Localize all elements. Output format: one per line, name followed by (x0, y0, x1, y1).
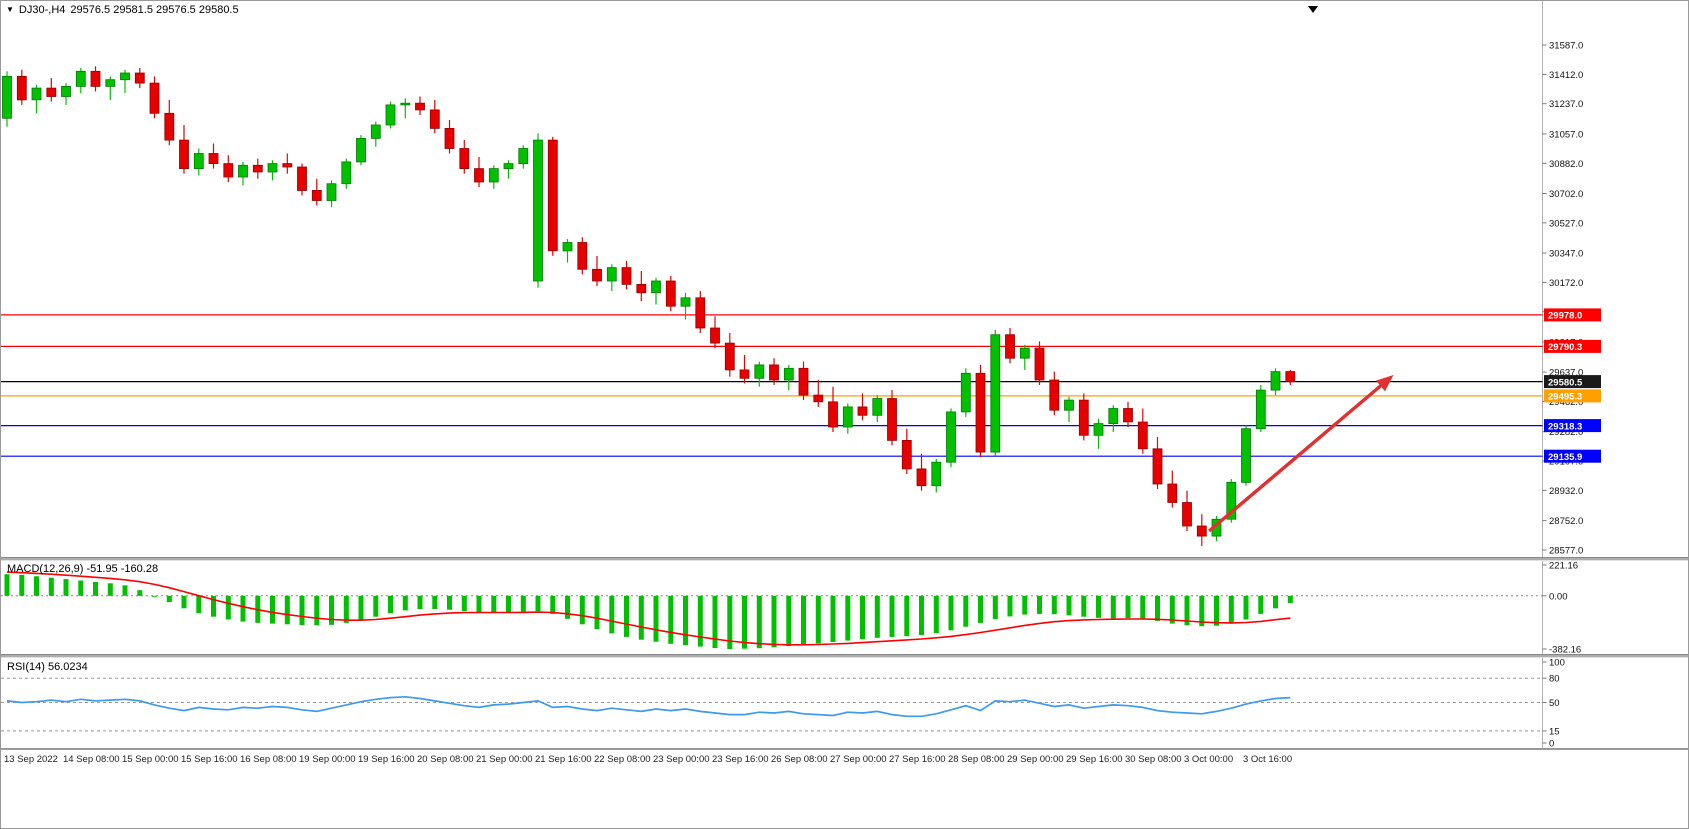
panel-divider-macd[interactable] (1, 557, 1688, 561)
svg-text:30347.0: 30347.0 (1549, 249, 1583, 260)
svg-text:21 Sep 16:00: 21 Sep 16:00 (535, 754, 592, 765)
svg-text:22 Sep 08:00: 22 Sep 08:00 (594, 754, 651, 765)
svg-text:30527.0: 30527.0 (1549, 218, 1583, 229)
trend-arrow[interactable] (1208, 375, 1394, 533)
svg-text:30 Sep 08:00: 30 Sep 08:00 (1125, 754, 1182, 765)
svg-text:29 Sep 00:00: 29 Sep 00:00 (1007, 754, 1064, 765)
svg-text:13 Sep 2022: 13 Sep 2022 (4, 754, 58, 765)
svg-text:50: 50 (1549, 698, 1560, 709)
price-line-labels: 29978.0 29790.3 29580.5 29495.3 29318.3 29135… (1544, 308, 1601, 463)
svg-text:29580.5: 29580.5 (1548, 377, 1583, 388)
svg-text:30172.0: 30172.0 (1549, 278, 1583, 289)
svg-text:31412.0: 31412.0 (1549, 70, 1583, 81)
rsi-axis-labels: 100 80 50 15 0 (1542, 658, 1565, 750)
svg-text:19 Sep 16:00: 19 Sep 16:00 (358, 754, 415, 765)
svg-text:14 Sep 08:00: 14 Sep 08:00 (63, 754, 120, 765)
macd-histogram (4, 574, 1293, 649)
svg-text:19 Sep 00:00: 19 Sep 00:00 (299, 754, 356, 765)
macd-value: -51.95 (86, 563, 118, 575)
macd-axis-labels: 221.16 0.00 -382.16 (1542, 561, 1581, 656)
svg-text:15 Sep 00:00: 15 Sep 00:00 (122, 754, 179, 765)
svg-text:27 Sep 00:00: 27 Sep 00:00 (830, 754, 887, 765)
panel-divider-rsi[interactable] (1, 654, 1688, 658)
svg-text:27 Sep 16:00: 27 Sep 16:00 (889, 754, 946, 765)
svg-text:30702.0: 30702.0 (1549, 189, 1583, 200)
svg-text:0: 0 (1549, 739, 1554, 750)
svg-text:23 Sep 00:00: 23 Sep 00:00 (653, 754, 710, 765)
support-resistance-lines[interactable] (1, 314, 1543, 457)
svg-text:28932.0: 28932.0 (1549, 486, 1583, 497)
time-axis-divider (1, 748, 1688, 750)
svg-text:31237.0: 31237.0 (1549, 99, 1583, 110)
time-axis-labels: 13 Sep 2022 14 Sep 08:00 15 Sep 00:00 15 Se… (4, 754, 1292, 765)
chart-shift-marker-icon[interactable] (1308, 6, 1318, 13)
rsi-line (6, 695, 1291, 718)
svg-text:31587.0: 31587.0 (1549, 41, 1583, 52)
svg-text:29978.0: 29978.0 (1548, 311, 1582, 322)
svg-text:80: 80 (1549, 674, 1560, 685)
svg-text:29790.3: 29790.3 (1548, 342, 1582, 353)
svg-text:29318.3: 29318.3 (1548, 421, 1582, 432)
macd-indicator-title: MACD(12,26,9) -51.95 -160.28 (7, 563, 158, 575)
svg-text:30882.0: 30882.0 (1549, 159, 1583, 170)
ohlc-quote-values: 29576.5 29581.5 29576.5 29580.5 (70, 4, 239, 16)
candles-layer (2, 66, 1296, 547)
svg-text:28752.0: 28752.0 (1549, 516, 1583, 527)
svg-text:3 Oct 16:00: 3 Oct 16:00 (1243, 754, 1292, 765)
svg-text:20 Sep 08:00: 20 Sep 08:00 (417, 754, 474, 765)
svg-text:28 Sep 08:00: 28 Sep 08:00 (948, 754, 1005, 765)
svg-text:29462.0: 29462.0 (1549, 397, 1583, 408)
svg-text:15: 15 (1549, 726, 1560, 737)
macd-signal-line (6, 571, 1291, 646)
rsi-indicator-title: RSI(14) 56.0234 (7, 661, 88, 673)
svg-text:29135.9: 29135.9 (1548, 452, 1582, 463)
rsi-title-label: RSI(14) (7, 661, 45, 673)
symbol-dropdown-icon[interactable]: ▼ (6, 5, 14, 14)
svg-text:29 Sep 16:00: 29 Sep 16:00 (1066, 754, 1123, 765)
svg-text:26 Sep 08:00: 26 Sep 08:00 (771, 754, 828, 765)
svg-text:0.00: 0.00 (1549, 591, 1568, 602)
svg-text:21 Sep 00:00: 21 Sep 00:00 (476, 754, 533, 765)
rsi-level-lines (1, 677, 1543, 732)
svg-text:-382.16: -382.16 (1549, 645, 1581, 656)
svg-text:29282.0: 29282.0 (1549, 427, 1583, 438)
svg-text:16 Sep 08:00: 16 Sep 08:00 (240, 754, 297, 765)
svg-text:23 Sep 16:00: 23 Sep 16:00 (712, 754, 769, 765)
macd-signal-value: -160.28 (120, 563, 159, 575)
symbol-timeframe-label: DJ30-,H4 (18, 4, 66, 16)
svg-text:15 Sep 16:00: 15 Sep 16:00 (181, 754, 238, 765)
price-axis-labels: 31587.0 31412.0 31237.0 31057.0 30882.0 30702… (1542, 41, 1583, 557)
svg-text:29637.0: 29637.0 (1549, 368, 1583, 379)
macd-title-label: MACD(12,26,9) (7, 563, 84, 575)
svg-text:221.16: 221.16 (1549, 561, 1578, 572)
svg-text:31057.0: 31057.0 (1549, 129, 1583, 140)
symbol-info-bar: ▼ DJ30-,H4 29576.5 29581.5 29576.5 29580… (6, 4, 239, 16)
svg-text:29495.3: 29495.3 (1548, 392, 1582, 403)
svg-text:3 Oct 00:00: 3 Oct 00:00 (1184, 754, 1233, 765)
svg-text:100: 100 (1549, 658, 1565, 669)
rsi-value: 56.0234 (47, 661, 88, 673)
svg-text:28577.0: 28577.0 (1549, 546, 1583, 557)
